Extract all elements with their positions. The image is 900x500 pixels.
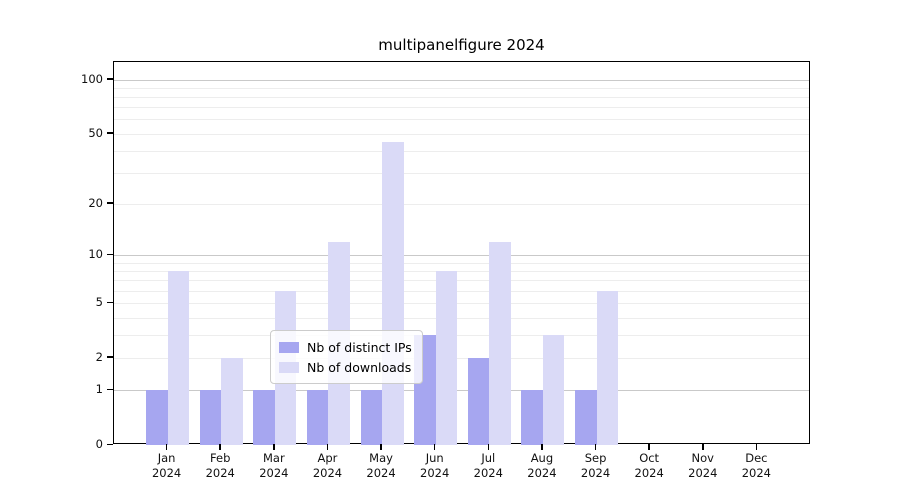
bar-nb-of-distinct-ips-jul	[467, 357, 490, 445]
x-tick-label: Jul 2024	[473, 451, 503, 480]
gridline-minor	[114, 270, 809, 272]
x-tick-mark	[487, 444, 490, 450]
gridline-minor	[114, 96, 809, 98]
bar-nb-of-downloads-jun	[435, 270, 458, 445]
legend-item-downloads: Nb of downloads	[279, 357, 412, 377]
legend-label-downloads: Nb of downloads	[307, 359, 412, 375]
legend-swatch-distinct-ips-icon	[279, 341, 299, 353]
x-tick-mark	[165, 444, 168, 450]
y-tick-mark	[107, 356, 113, 358]
y-tick-mark	[107, 388, 113, 391]
x-tick-mark	[433, 444, 436, 450]
gridline-minor	[114, 357, 809, 359]
plot-area	[113, 61, 810, 445]
x-tick-label: Dec 2024	[741, 451, 772, 480]
bar-nb-of-downloads-aug	[542, 335, 565, 445]
y-tick-label: 100	[81, 71, 103, 86]
x-tick-mark	[755, 444, 758, 450]
x-tick-label: Oct 2024	[634, 451, 664, 480]
x-tick-label: Nov 2024	[688, 451, 718, 480]
y-tick-mark	[107, 443, 113, 445]
chart-title: multipanelfigure 2024	[378, 36, 545, 54]
legend-item-distinct-ips: Nb of distinct IPs	[279, 337, 412, 357]
x-tick-mark	[273, 444, 275, 450]
gridline-major	[114, 79, 809, 81]
x-tick-mark	[219, 444, 221, 450]
gridline-minor	[114, 335, 809, 337]
y-tick-mark	[107, 78, 113, 80]
y-tick-label: 1	[95, 382, 103, 397]
gridline-minor	[114, 150, 809, 152]
gridline-major	[114, 255, 809, 257]
bar-nb-of-distinct-ips-mar	[253, 390, 275, 445]
gridline-minor	[114, 87, 809, 89]
gridline-minor	[114, 173, 809, 175]
gridline-minor	[114, 133, 809, 135]
y-tick-mark	[107, 132, 113, 134]
x-tick-mark	[702, 444, 704, 450]
y-tick-label: 0	[95, 437, 103, 451]
y-tick-mark	[107, 253, 113, 256]
bar-nb-of-downloads-feb	[221, 357, 243, 445]
legend-label-distinct-ips: Nb of distinct IPs	[307, 339, 412, 355]
x-tick-mark	[380, 444, 382, 450]
x-tick-mark	[326, 444, 329, 450]
bar-nb-of-distinct-ips-may	[360, 390, 383, 445]
y-tick-mark	[107, 202, 113, 204]
gridline-minor	[114, 119, 809, 121]
gridline-minor	[114, 290, 809, 292]
gridline-major	[114, 390, 809, 392]
bar-nb-of-downloads-jan	[167, 270, 190, 445]
x-tick-label: Aug 2024	[527, 451, 557, 480]
gridline-minor	[114, 303, 809, 305]
y-tick-mark	[107, 301, 113, 304]
x-tick-mark	[648, 444, 650, 450]
x-tick-mark	[594, 444, 597, 450]
x-tick-label: Jan 2024	[151, 451, 182, 480]
x-tick-label: Sep 2024	[580, 451, 611, 480]
bar-nb-of-distinct-ips-aug	[521, 390, 543, 445]
gridline-minor	[114, 262, 809, 264]
x-tick-label: May 2024	[366, 451, 396, 480]
y-tick-label: 50	[88, 125, 103, 140]
gridline-minor	[114, 280, 809, 282]
y-tick-label: 5	[95, 295, 103, 310]
y-tick-label: 2	[95, 349, 103, 364]
y-tick-label: 20	[88, 195, 103, 210]
y-tick-label: 10	[88, 247, 103, 262]
x-tick-label: Mar 2024	[259, 451, 289, 480]
x-tick-label: Apr 2024	[312, 451, 343, 480]
bar-nb-of-downloads-sep	[596, 290, 618, 445]
bar-nb-of-distinct-ips-apr	[307, 390, 329, 445]
x-tick-mark	[541, 444, 543, 450]
bar-nb-of-distinct-ips-feb	[199, 390, 222, 445]
bar-nb-of-downloads-jul	[489, 241, 511, 445]
bar-nb-of-downloads-may	[382, 141, 404, 445]
bar-nb-of-distinct-ips-sep	[575, 390, 597, 445]
x-tick-label: Jun 2024	[420, 451, 450, 480]
legend: Nb of distinct IPs Nb of downloads	[270, 330, 423, 384]
gridline-minor	[114, 107, 809, 109]
gridline-minor	[114, 203, 809, 205]
gridline-minor	[114, 317, 809, 319]
bar-nb-of-distinct-ips-jan	[146, 390, 168, 445]
legend-swatch-downloads-icon	[279, 361, 299, 373]
x-tick-label: Feb 2024	[205, 451, 235, 480]
